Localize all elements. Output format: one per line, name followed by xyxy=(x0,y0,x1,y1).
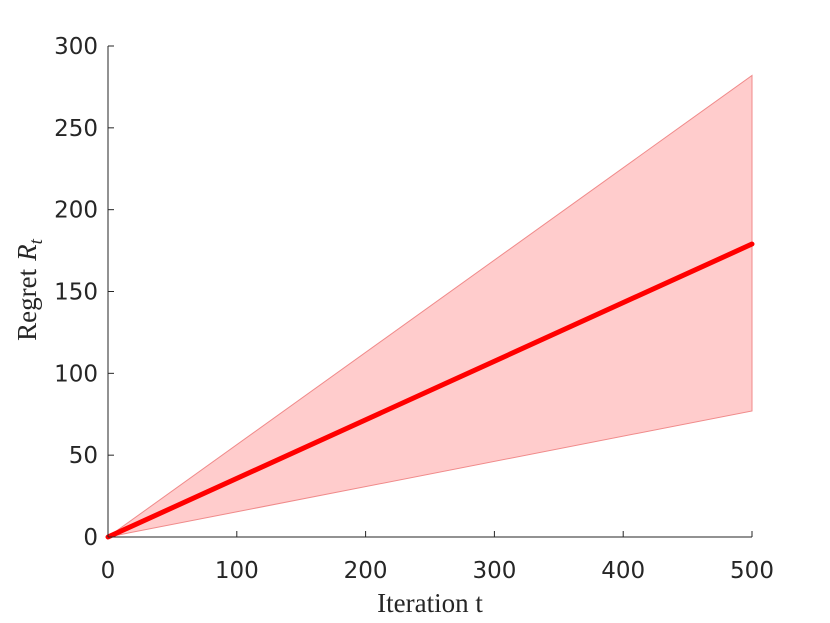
y-axis-title-text: Regret xyxy=(12,268,42,340)
x-tick-label: 500 xyxy=(730,558,774,584)
y-tick-label: 200 xyxy=(54,198,98,224)
y-tick-label: 250 xyxy=(54,116,98,142)
x-tick-label: 0 xyxy=(101,558,116,584)
y-axis-title-subscript: t xyxy=(26,238,47,244)
y-axis-title-symbol: R xyxy=(12,244,42,262)
y-tick-label: 300 xyxy=(54,34,98,60)
y-tick-label: 50 xyxy=(69,443,98,469)
x-tick-label: 200 xyxy=(344,558,388,584)
y-tick-label: 0 xyxy=(83,525,98,551)
confidence-band xyxy=(107,74,753,538)
x-tick-label: 300 xyxy=(472,558,516,584)
y-tick-label: 100 xyxy=(54,361,98,387)
mean-line xyxy=(105,241,755,540)
x-axis-title: Iteration t xyxy=(377,588,483,618)
y-tick-label: 150 xyxy=(54,280,98,306)
x-tick-label: 100 xyxy=(215,558,259,584)
y-axis-title: Regret Rt xyxy=(12,238,47,340)
x-tick-label: 400 xyxy=(601,558,645,584)
